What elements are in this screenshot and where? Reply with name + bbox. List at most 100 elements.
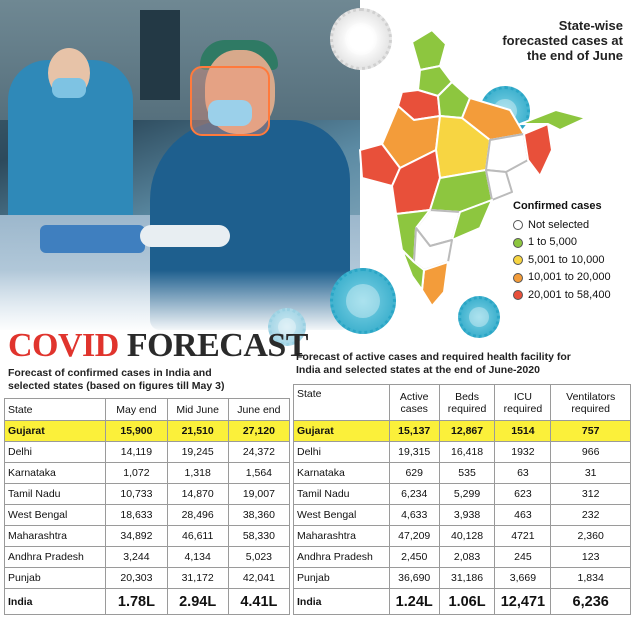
- state-cell: Gujarat: [3, 420, 107, 442]
- value-cell: 463: [494, 504, 552, 526]
- value-cell: 16,418: [438, 441, 496, 463]
- value-cell: 27,120: [227, 420, 291, 442]
- page-title: COVID FORECAST: [8, 328, 308, 364]
- table-total-row: India 1.78L 2.94L 4.41L: [3, 588, 291, 615]
- virus-icon: [330, 8, 392, 70]
- caption-line: selected states (based on figures till M…: [8, 380, 225, 392]
- column-header: Beds required: [438, 384, 496, 421]
- table-row: Maharashtra 34,892 46,611 58,330: [3, 525, 291, 547]
- table-row: Tamil Nadu 6,234 5,299 623 312: [293, 483, 631, 505]
- value-cell: 31: [550, 462, 631, 484]
- value-cell: 36,690: [388, 567, 440, 589]
- caption-line: Forecast of active cases and required he…: [296, 351, 571, 363]
- map-region: [485, 133, 529, 173]
- right-table-caption: Forecast of active cases and required he…: [296, 351, 571, 377]
- legend-swatch: [513, 237, 523, 248]
- table-row: Punjab 20,303 31,172 42,041: [3, 567, 291, 589]
- state-cell: Delhi: [293, 441, 390, 463]
- value-cell: 123: [550, 546, 631, 568]
- value-cell: 12,471: [494, 588, 552, 615]
- table-row: Maharashtra 47,209 40,128 4721 2,360: [293, 525, 631, 547]
- legend-item: Not selected: [513, 217, 611, 235]
- map-region: [485, 169, 513, 201]
- value-cell: 46,611: [166, 525, 229, 547]
- value-cell: 535: [438, 462, 496, 484]
- value-cell: 2,360: [550, 525, 631, 547]
- active-cases-table: State Active cases Beds required ICU req…: [293, 384, 631, 615]
- legend-label: 10,001 to 20,000: [528, 271, 611, 283]
- value-cell: 1514: [494, 420, 552, 442]
- value-cell: 4,134: [166, 546, 229, 568]
- legend-label: Not selected: [528, 218, 590, 231]
- table-row: Delhi 14,119 19,245 24,372: [3, 441, 291, 463]
- column-header: Mid June: [166, 398, 229, 421]
- virus-icon: [268, 308, 306, 346]
- column-header: ICU required: [494, 384, 552, 421]
- value-cell: 1932: [494, 441, 552, 463]
- state-cell: Karnataka: [3, 462, 107, 484]
- value-cell: 3,669: [494, 567, 552, 589]
- table-row: Punjab 36,690 31,186 3,669 1,834: [293, 567, 631, 589]
- value-cell: 19,245: [166, 441, 229, 463]
- table-row: Tamil Nadu 10,733 14,870 19,007: [3, 483, 291, 505]
- state-cell: Tamil Nadu: [293, 483, 390, 505]
- caption-line: India and selected states at the end of …: [296, 364, 540, 376]
- value-cell: 40,128: [438, 525, 496, 547]
- value-cell: 2,450: [388, 546, 440, 568]
- value-cell: 6,236: [550, 588, 631, 615]
- left-table-caption: Forecast of confirmed cases in India and…: [8, 367, 225, 393]
- legend-item: 20,001 to 58,400: [513, 287, 611, 305]
- value-cell: 5,299: [438, 483, 496, 505]
- value-cell: 38,360: [227, 504, 291, 526]
- map-legend: Confirmed cases Not selected 1 to 5,000 …: [513, 198, 611, 304]
- state-cell: Andhra Pradesh: [3, 546, 107, 568]
- legend-swatch: [513, 220, 523, 231]
- map-title: State-wise forecasted cases at the end o…: [502, 18, 623, 63]
- value-cell: 4721: [494, 525, 552, 547]
- legend-swatch: [513, 290, 523, 301]
- state-cell: Punjab: [3, 567, 107, 589]
- state-cell: West Bengal: [3, 504, 107, 526]
- confirmed-cases-table: State May end Mid June June end Gujarat …: [3, 398, 291, 615]
- table-row: Karnataka 1,072 1,318 1,564: [3, 462, 291, 484]
- state-cell: India: [3, 588, 107, 615]
- map-region: [451, 199, 493, 241]
- value-cell: 14,870: [166, 483, 229, 505]
- table-row: Gujarat 15,900 21,510 27,120: [3, 420, 291, 442]
- table-row: Delhi 19,315 16,418 1932 966: [293, 441, 631, 463]
- virus-icon: [458, 296, 500, 338]
- column-header: State: [3, 398, 107, 421]
- table-row: West Bengal 18,633 28,496 38,360: [3, 504, 291, 526]
- state-cell: Delhi: [3, 441, 107, 463]
- value-cell: 14,119: [105, 441, 168, 463]
- state-cell: Tamil Nadu: [3, 483, 107, 505]
- value-cell: 623: [494, 483, 552, 505]
- value-cell: 42,041: [227, 567, 291, 589]
- legend-label: 1 to 5,000: [528, 236, 577, 248]
- value-cell: 21,510: [166, 420, 229, 442]
- column-header: Active cases: [388, 384, 440, 421]
- value-cell: 2.94L: [166, 588, 229, 615]
- value-cell: 1,834: [550, 567, 631, 589]
- value-cell: 24,372: [227, 441, 291, 463]
- value-cell: 63: [494, 462, 552, 484]
- value-cell: 18,633: [105, 504, 168, 526]
- value-cell: 31,186: [438, 567, 496, 589]
- value-cell: 3,938: [438, 504, 496, 526]
- state-cell: Maharashtra: [293, 525, 390, 547]
- state-cell: Punjab: [293, 567, 390, 589]
- table-row: Andhra Pradesh 2,450 2,083 245 123: [293, 546, 631, 568]
- virus-icon: [330, 268, 396, 334]
- value-cell: 10,733: [105, 483, 168, 505]
- map-title-line: forecasted cases at: [502, 33, 623, 48]
- india-map: [359, 29, 587, 307]
- map-title-line: the end of June: [526, 48, 623, 63]
- map-region: [421, 261, 449, 307]
- value-cell: 15,137: [388, 420, 440, 442]
- value-cell: 312: [550, 483, 631, 505]
- map-region: [519, 109, 587, 131]
- value-cell: 2,083: [438, 546, 496, 568]
- value-cell: 1,564: [227, 462, 291, 484]
- value-cell: 232: [550, 504, 631, 526]
